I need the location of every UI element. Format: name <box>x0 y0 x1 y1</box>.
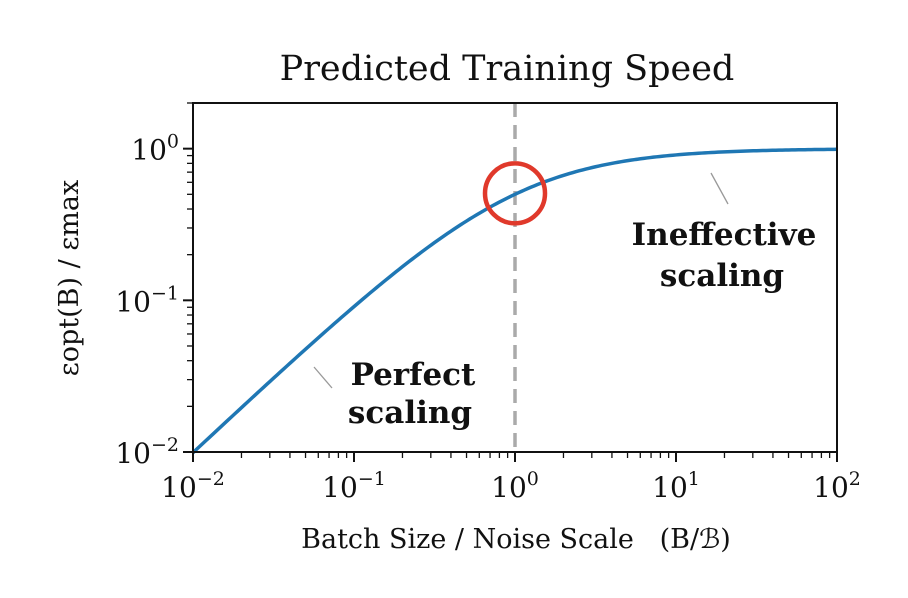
x-tick-label: 102 <box>813 468 861 504</box>
x-axis-label: Batch Size / Noise Scale (B/ℬ) <box>301 524 731 555</box>
annotation-ineffective-line1: Ineffective <box>632 217 817 253</box>
annotation-pointer <box>710 172 729 205</box>
highlight-circle <box>482 161 548 226</box>
series-line <box>191 147 838 454</box>
annotation-perfect-line2: scaling <box>348 395 472 431</box>
x-tick-label: 100 <box>491 468 539 504</box>
plot-area: 10−2 10−1 100 101 10210−210−1100Perfectscali… <box>115 102 861 504</box>
annotation-perfect-line1: Perfect <box>351 357 476 393</box>
y-tick-label: 10−1 <box>115 282 179 318</box>
x-tick-label: 101 <box>652 468 700 504</box>
annotation-ineffective-line2: scaling <box>660 258 784 294</box>
chart-title: Predicted Training Speed <box>280 49 735 89</box>
y-tick-label: 100 <box>131 131 179 167</box>
y-tick-label: 10−2 <box>115 434 179 470</box>
annotation-pointer <box>313 366 333 389</box>
x-tick-label: 10−1 <box>322 468 386 504</box>
y-axis-label: εopt(B) / εmax <box>54 180 85 376</box>
x-tick-label: 10−2 <box>161 468 225 504</box>
